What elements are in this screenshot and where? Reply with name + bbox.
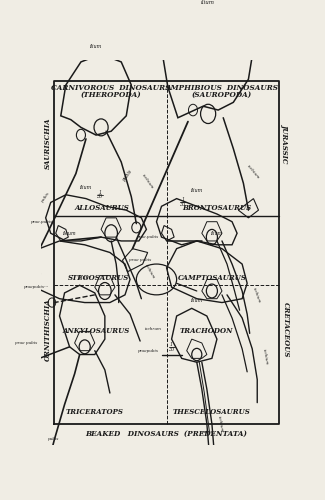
Text: (THEROPODA): (THEROPODA) bbox=[80, 90, 141, 98]
Text: ilium: ilium bbox=[211, 231, 223, 236]
Text: ilium: ilium bbox=[191, 298, 203, 303]
Text: ischium: ischium bbox=[262, 348, 269, 365]
Text: ischium: ischium bbox=[141, 173, 155, 190]
Text: ischium: ischium bbox=[252, 286, 262, 303]
Text: prae.pubis: prae.pubis bbox=[137, 235, 159, 239]
Text: CAMPTOSAURUS: CAMPTOSAURUS bbox=[177, 274, 246, 281]
Text: praepubis---: praepubis--- bbox=[24, 285, 49, 289]
Text: 1: 1 bbox=[181, 198, 185, 202]
Text: praepubis: praepubis bbox=[138, 348, 159, 352]
Text: TRICERATOPS: TRICERATOPS bbox=[66, 408, 124, 416]
Text: ALLOSAURUS: ALLOSAURUS bbox=[75, 204, 130, 212]
Text: ischium: ischium bbox=[246, 164, 261, 180]
Text: prae pubis: prae pubis bbox=[129, 258, 151, 262]
Text: ilium: ilium bbox=[201, 0, 215, 5]
Text: JURASSIC: JURASSIC bbox=[281, 123, 290, 162]
Text: ANKYLOSAURUS: ANKYLOSAURUS bbox=[62, 328, 130, 336]
Text: AMPHIBIOUS  DINOSAURS: AMPHIBIOUS DINOSAURS bbox=[165, 84, 279, 92]
Text: 1: 1 bbox=[98, 190, 101, 196]
Text: pubis: pubis bbox=[122, 168, 133, 182]
Text: 30: 30 bbox=[168, 347, 175, 352]
Text: ileum: ileum bbox=[63, 231, 76, 236]
Text: TRACHODON: TRACHODON bbox=[180, 328, 234, 336]
Text: ilium: ilium bbox=[191, 188, 203, 194]
Text: ischium: ischium bbox=[217, 416, 224, 432]
Text: ilium: ilium bbox=[79, 275, 91, 280]
Text: ischium: ischium bbox=[144, 264, 155, 280]
Text: 30: 30 bbox=[180, 202, 186, 207]
Text: 30: 30 bbox=[97, 194, 103, 199]
Text: pubis: pubis bbox=[41, 190, 51, 202]
Text: ischrum: ischrum bbox=[145, 328, 162, 332]
Text: STEGOSAURUS: STEGOSAURUS bbox=[68, 274, 129, 281]
Text: BRONTOSAURUS: BRONTOSAURUS bbox=[182, 204, 252, 212]
Text: prae.pubis: prae.pubis bbox=[31, 220, 53, 224]
Text: ORNITHISCHIA: ORNITHISCHIA bbox=[44, 298, 52, 361]
Text: ilium: ilium bbox=[80, 184, 92, 190]
Text: CRETACEOUS: CRETACEOUS bbox=[281, 302, 290, 357]
Text: SAURISCHIA: SAURISCHIA bbox=[44, 117, 52, 168]
Text: 1: 1 bbox=[170, 342, 173, 347]
Text: prae pubis: prae pubis bbox=[15, 341, 37, 345]
Text: BEAKED   DINOSAURS  (PREDENTATA): BEAKED DINOSAURS (PREDENTATA) bbox=[85, 430, 248, 438]
Text: (SAUROPODA): (SAUROPODA) bbox=[192, 90, 252, 98]
Text: ilium: ilium bbox=[90, 44, 102, 49]
Text: THESCELOSAURUS: THESCELOSAURUS bbox=[173, 408, 251, 416]
Text: CARNIVOROUS  DINOSAURS: CARNIVOROUS DINOSAURS bbox=[51, 84, 170, 92]
Text: pubis: pubis bbox=[48, 437, 59, 441]
Text: pubis: pubis bbox=[202, 430, 213, 434]
